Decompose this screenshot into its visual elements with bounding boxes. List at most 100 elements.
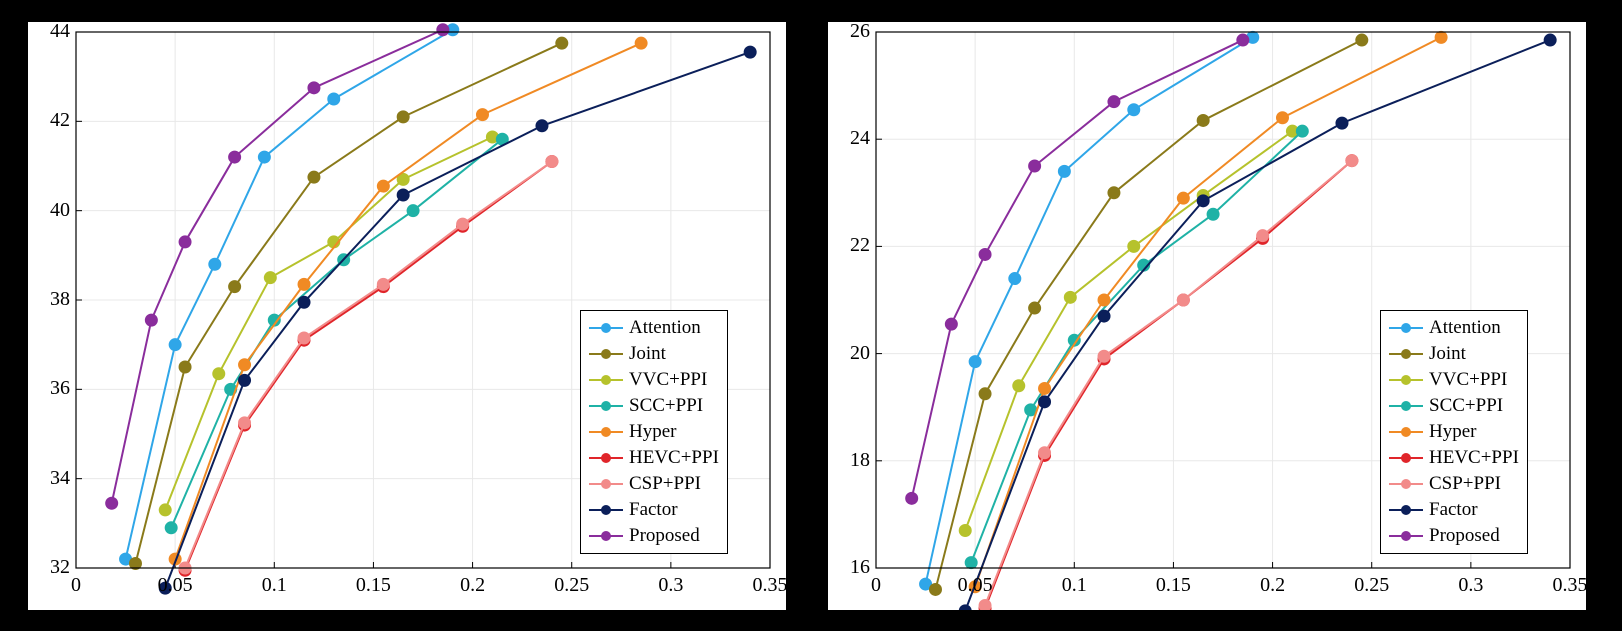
data-marker (179, 361, 191, 373)
legend-label: HEVC+PPI (1429, 447, 1519, 469)
chart-panel-1: 00.050.10.150.20.250.30.3532343638404244… (28, 22, 786, 610)
data-marker (308, 171, 320, 183)
data-marker (1064, 291, 1076, 303)
legend-label: Hyper (1429, 421, 1476, 443)
data-marker (959, 605, 971, 610)
legend-swatch (1389, 373, 1423, 387)
y-tick-label: 44 (50, 20, 70, 43)
legend-item: SCC+PPI (589, 393, 719, 419)
data-marker (229, 281, 241, 293)
legend-item: VVC+PPI (1389, 367, 1519, 393)
y-tick-label: 32 (50, 556, 70, 579)
legend: AttentionJointVVC+PPISCC+PPIHyperHEVC+PP… (580, 310, 728, 554)
x-tick-label: 0.1 (1054, 574, 1094, 597)
legend-swatch (1389, 347, 1423, 361)
data-marker (1128, 240, 1140, 252)
y-tick-label: 16 (850, 556, 870, 579)
legend: AttentionJointVVC+PPI SCC+PPI Hyper HEVC+PP… (1380, 310, 1528, 554)
data-marker (397, 189, 409, 201)
legend-label: Factor (629, 499, 678, 521)
data-marker (1197, 114, 1209, 126)
legend-item: Attention (589, 315, 719, 341)
data-marker (298, 296, 310, 308)
legend-swatch (1389, 477, 1423, 491)
data-marker (945, 318, 957, 330)
x-tick-label: 0.35 (750, 574, 790, 597)
data-marker (159, 504, 171, 516)
legend-label: VVC+PPI (1429, 369, 1507, 391)
legend-item: Attention (1389, 315, 1519, 341)
y-tick-label: 34 (50, 467, 70, 490)
x-tick-label: 0.15 (353, 574, 393, 597)
data-marker (1544, 34, 1556, 46)
data-marker (744, 46, 756, 58)
legend-label: SCC+PPI (1429, 395, 1503, 417)
data-marker (213, 368, 225, 380)
data-marker (1098, 350, 1110, 362)
legend-swatch (589, 321, 623, 335)
data-marker (298, 278, 310, 290)
data-marker (1435, 31, 1447, 43)
data-marker (145, 314, 157, 326)
legend-label: Proposed (1429, 525, 1500, 547)
data-marker (1108, 187, 1120, 199)
data-marker (239, 359, 251, 371)
y-tick-label: 18 (850, 449, 870, 472)
data-marker (1346, 155, 1358, 167)
legend-item: CSP+PPI (589, 471, 719, 497)
legend-label: Attention (629, 317, 701, 339)
x-tick-label: 0.1 (254, 574, 294, 597)
data-marker (1177, 192, 1189, 204)
data-marker (969, 356, 981, 368)
legend-swatch (1389, 503, 1423, 517)
data-marker (397, 111, 409, 123)
data-marker (239, 417, 251, 429)
legend-swatch (1389, 425, 1423, 439)
data-marker (1029, 160, 1041, 172)
legend-swatch (589, 477, 623, 491)
data-marker (1058, 165, 1070, 177)
x-tick-label: 0.05 (155, 574, 195, 597)
legend-label: CSP+PPI (1429, 473, 1501, 495)
data-marker (239, 374, 251, 386)
legend-swatch (589, 373, 623, 387)
data-marker (308, 82, 320, 94)
legend-item: HEVC+PPI (589, 445, 719, 471)
legend-swatch (589, 425, 623, 439)
data-marker (298, 332, 310, 344)
legend-label: Joint (629, 343, 666, 365)
data-marker (546, 156, 558, 168)
legend-label: Hyper (629, 421, 676, 443)
legend-swatch (589, 399, 623, 413)
legend-item: Joint (1389, 341, 1519, 367)
legend-swatch (1389, 451, 1423, 465)
data-marker (1356, 34, 1368, 46)
data-marker (965, 557, 977, 569)
data-marker (959, 524, 971, 536)
data-marker (165, 522, 177, 534)
x-tick-label: 0.2 (453, 574, 493, 597)
legend-item: CSP+PPI (1389, 471, 1519, 497)
data-marker (377, 278, 389, 290)
x-tick-label: 0.2 (1253, 574, 1293, 597)
data-marker (1009, 273, 1021, 285)
data-marker (1177, 294, 1189, 306)
legend-swatch (589, 503, 623, 517)
data-marker (1098, 310, 1110, 322)
x-tick-label: 0.3 (651, 574, 691, 597)
legend-swatch (1389, 399, 1423, 413)
data-marker (979, 388, 991, 400)
data-marker (1013, 380, 1025, 392)
data-marker (209, 258, 221, 270)
x-tick-label: 0.05 (955, 574, 995, 597)
legend-label: HEVC+PPI (629, 447, 719, 469)
data-marker (437, 24, 449, 36)
legend-item: Factor (1389, 497, 1519, 523)
data-marker (979, 600, 991, 610)
data-marker (1336, 117, 1348, 129)
data-marker (1029, 302, 1041, 314)
y-tick-label: 22 (850, 234, 870, 257)
data-marker (1108, 96, 1120, 108)
legend-item: Proposed (589, 523, 719, 549)
data-marker (179, 236, 191, 248)
